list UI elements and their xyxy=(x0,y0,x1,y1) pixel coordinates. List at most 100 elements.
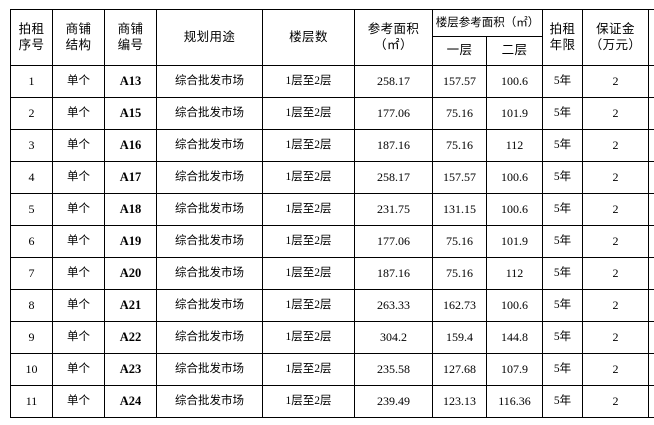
cell-deposit: 2 xyxy=(582,97,649,130)
cell-structure: 单个 xyxy=(52,65,105,98)
cell-planned-use: 综合批发市场 xyxy=(156,289,263,322)
cell-reference-area: 177.06 xyxy=(354,97,433,130)
cell-deposit: 2 xyxy=(582,289,649,322)
cell-deposit: 2 xyxy=(582,65,649,98)
cell-reference-area: 263.33 xyxy=(354,289,433,322)
column-header-index: 拍租 序号 xyxy=(10,9,53,66)
cell-lease-term: 5年 xyxy=(542,97,583,130)
cell-planned-use: 综合批发市场 xyxy=(156,129,263,162)
cell-shop-code: A15 xyxy=(104,97,157,130)
cell-deposit: 2 xyxy=(582,385,649,418)
cell-floor-1-area: 159.4 xyxy=(432,321,487,354)
cell-lease-term: 5年 xyxy=(542,257,583,290)
cell-floor-2-area: 100.6 xyxy=(486,161,543,194)
cell-floor-2-area: 116.36 xyxy=(486,385,543,418)
cell-index: 5 xyxy=(10,193,53,226)
cell-shop-code: A17 xyxy=(104,161,157,194)
cell-floor-range: 1层至2层 xyxy=(262,65,355,98)
cell-shop-code: A18 xyxy=(104,193,157,226)
cell-index: 1 xyxy=(10,65,53,98)
cell-planned-use: 综合批发市场 xyxy=(156,353,263,386)
cell-structure: 单个 xyxy=(52,289,105,322)
column-header-code: 商铺 编号 xyxy=(104,9,157,66)
column-header-floor-area-group: 楼层参考面积（㎡） xyxy=(432,9,543,37)
cell-shop-code: A20 xyxy=(104,257,157,290)
cell-floor-range: 1层至2层 xyxy=(262,225,355,258)
cell-floor-2-area: 107.9 xyxy=(486,353,543,386)
column-header-structure: 商铺 结构 xyxy=(52,9,105,66)
column-header-floor-1: 一层 xyxy=(432,36,487,66)
cell-floor-2-area: 101.9 xyxy=(486,225,543,258)
cell-deposit: 2 xyxy=(582,129,649,162)
cell-deposit: 2 xyxy=(582,321,649,354)
cell-planned-use: 综合批发市场 xyxy=(156,225,263,258)
cell-floor-range: 1层至2层 xyxy=(262,321,355,354)
table-row: 4单个A17综合批发市场1层至2层258.17157.57100.65年212.… xyxy=(10,161,654,194)
cell-lease-term: 5年 xyxy=(542,289,583,322)
cell-reference-area: 239.49 xyxy=(354,385,433,418)
cell-structure: 单个 xyxy=(52,257,105,290)
table-row: 1单个A13综合批发市场1层至2层258.17157.57100.65年212.… xyxy=(10,65,654,98)
cell-floor-2-area: 112 xyxy=(486,257,543,290)
cell-base-price: 8.9 xyxy=(648,129,654,162)
cell-shop-code: A23 xyxy=(104,353,157,386)
cell-base-price: 11.2 xyxy=(648,353,654,386)
cell-lease-term: 5年 xyxy=(542,129,583,162)
cell-floor-2-area: 100.6 xyxy=(486,193,543,226)
cell-base-price: 12.2 xyxy=(648,65,654,98)
cell-base-price: 8.4 xyxy=(648,225,654,258)
cell-floor-range: 1层至2层 xyxy=(262,193,355,226)
cell-base-price: 12.5 xyxy=(648,289,654,322)
cell-lease-term: 5年 xyxy=(542,385,583,418)
cell-lease-term: 5年 xyxy=(542,65,583,98)
cell-shop-code: A22 xyxy=(104,321,157,354)
cell-base-price: 8.9 xyxy=(648,257,654,290)
cell-floor-2-area: 101.9 xyxy=(486,97,543,130)
cell-reference-area: 231.75 xyxy=(354,193,433,226)
cell-floor-range: 1层至2层 xyxy=(262,385,355,418)
cell-base-price: 12.2 xyxy=(648,161,654,194)
cell-base-price: 11 xyxy=(648,193,654,226)
cell-floor-range: 1层至2层 xyxy=(262,257,355,290)
table-row: 11单个A24综合批发市场1层至2层239.49123.13116.365年21… xyxy=(10,385,654,418)
cell-floor-2-area: 100.6 xyxy=(486,65,543,98)
cell-floor-1-area: 75.16 xyxy=(432,257,487,290)
cell-planned-use: 综合批发市场 xyxy=(156,161,263,194)
cell-structure: 单个 xyxy=(52,193,105,226)
cell-floor-2-area: 144.8 xyxy=(486,321,543,354)
cell-floor-1-area: 157.57 xyxy=(432,161,487,194)
cell-shop-code: A21 xyxy=(104,289,157,322)
cell-lease-term: 5年 xyxy=(542,161,583,194)
cell-floor-2-area: 112 xyxy=(486,129,543,162)
cell-floor-1-area: 157.57 xyxy=(432,65,487,98)
cell-structure: 单个 xyxy=(52,161,105,194)
cell-structure: 单个 xyxy=(52,129,105,162)
cell-lease-term: 5年 xyxy=(542,353,583,386)
cell-reference-area: 258.17 xyxy=(354,161,433,194)
cell-planned-use: 综合批发市场 xyxy=(156,193,263,226)
cell-planned-use: 综合批发市场 xyxy=(156,97,263,130)
cell-floor-1-area: 75.16 xyxy=(432,97,487,130)
column-header-price: 底 价 （万元） xyxy=(648,9,654,66)
cell-floor-range: 1层至2层 xyxy=(262,353,355,386)
cell-structure: 单个 xyxy=(52,353,105,386)
cell-floor-2-area: 100.6 xyxy=(486,289,543,322)
cell-floor-1-area: 75.16 xyxy=(432,129,487,162)
cell-base-price: 8.4 xyxy=(648,97,654,130)
cell-shop-code: A19 xyxy=(104,225,157,258)
cell-floor-1-area: 75.16 xyxy=(432,225,487,258)
cell-deposit: 2 xyxy=(582,225,649,258)
shop-lease-price-table: 拍租 序号 商铺 结构 商铺 编号 规划用途 楼层数 参考面 xyxy=(10,9,654,418)
cell-structure: 单个 xyxy=(52,321,105,354)
cell-lease-term: 5年 xyxy=(542,225,583,258)
cell-reference-area: 177.06 xyxy=(354,225,433,258)
cell-floor-1-area: 131.15 xyxy=(432,193,487,226)
cell-planned-use: 综合批发市场 xyxy=(156,257,263,290)
cell-index: 10 xyxy=(10,353,53,386)
cell-deposit: 2 xyxy=(582,161,649,194)
column-header-deposit: 保证金 （万元） xyxy=(582,9,649,66)
